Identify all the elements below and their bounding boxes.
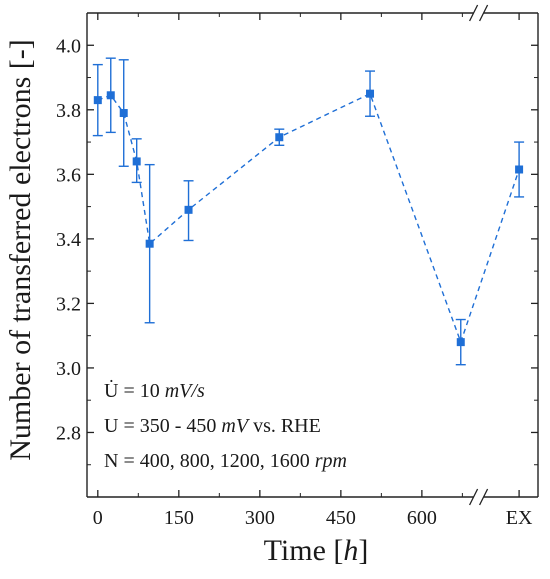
- data-point-marker: [132, 157, 141, 166]
- x-tick-label: 600: [407, 507, 437, 529]
- y-tick-label: 4.0: [56, 35, 81, 57]
- x-tick-label: 0: [93, 507, 103, 529]
- data-point-marker: [456, 338, 465, 347]
- x-tick-label-ex: EX: [506, 507, 533, 529]
- y-axis-title: Number of transferred electrons [-]: [4, 39, 37, 460]
- data-point-marker: [119, 109, 128, 118]
- y-tick-label: 3.4: [56, 229, 81, 251]
- series-line: [97, 92, 520, 345]
- x-tick-label: 450: [326, 507, 356, 529]
- plot-layer: 2.8 3.0 3.2 3.4 3.6 3.8 4.0 0 150 300 450 600 EX: [56, 4, 539, 529]
- data-point-marker: [93, 96, 102, 105]
- x-axis-title: Time [h]: [264, 534, 369, 567]
- data-point-marker: [515, 165, 524, 174]
- axis-break-bottom-mark-0: [469, 488, 479, 506]
- data-point-marker: [366, 89, 375, 98]
- annotation-rotation-speeds: N = 400, 800, 1200, 1600 rpm: [104, 450, 347, 472]
- annotation-potential-range: U = 350 - 450 mV vs. RHE: [104, 415, 321, 437]
- data-point-marker: [145, 239, 154, 248]
- y-tick-label: 3.2: [56, 293, 81, 315]
- x-tick-label: 300: [245, 507, 275, 529]
- axis-break-top-mark-1: [479, 4, 489, 22]
- data-point-marker: [184, 205, 193, 214]
- axis-break-top-mark-0: [469, 4, 479, 22]
- annotation-scan-rate: U̇ = 10 mV/s: [104, 378, 205, 402]
- data-point-marker: [106, 91, 115, 100]
- y-tick-label: 2.8: [56, 422, 81, 444]
- data-point-marker: [275, 133, 284, 142]
- x-tick-label: 150: [164, 507, 194, 529]
- y-tick-label: 3.0: [56, 358, 81, 380]
- axis-break-bottom-mark-1: [479, 488, 489, 506]
- y-tick-label: 3.6: [56, 164, 81, 186]
- y-tick-label: 3.8: [56, 100, 81, 122]
